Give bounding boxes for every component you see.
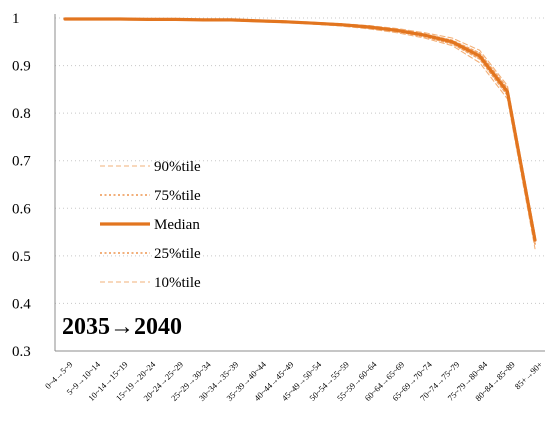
y-tick-label: 0.8: [12, 106, 31, 122]
legend-label: 10%tile: [154, 275, 201, 291]
y-tick-label: 0.3: [12, 344, 31, 360]
y-tick-label: 0.4: [12, 296, 31, 312]
x-tick-label: 85+→90+: [513, 359, 545, 391]
y-tick-label: 0.7: [12, 154, 31, 170]
series-line: [64, 17, 536, 238]
series-line: [63, 17, 537, 242]
period-annotation: 2035→2040: [62, 314, 182, 340]
legend-label: 75%tile: [154, 188, 201, 204]
y-tick-label: 1: [12, 11, 20, 27]
legend-label: 90%tile: [154, 159, 201, 175]
legend-label: Median: [154, 217, 200, 233]
y-tick-label: 0.9: [12, 59, 31, 75]
y-tick-label: 0.6: [12, 201, 31, 217]
legend-label: 25%tile: [154, 246, 201, 262]
y-tick-label: 0.5: [12, 249, 31, 265]
series-line: [64, 18, 536, 250]
